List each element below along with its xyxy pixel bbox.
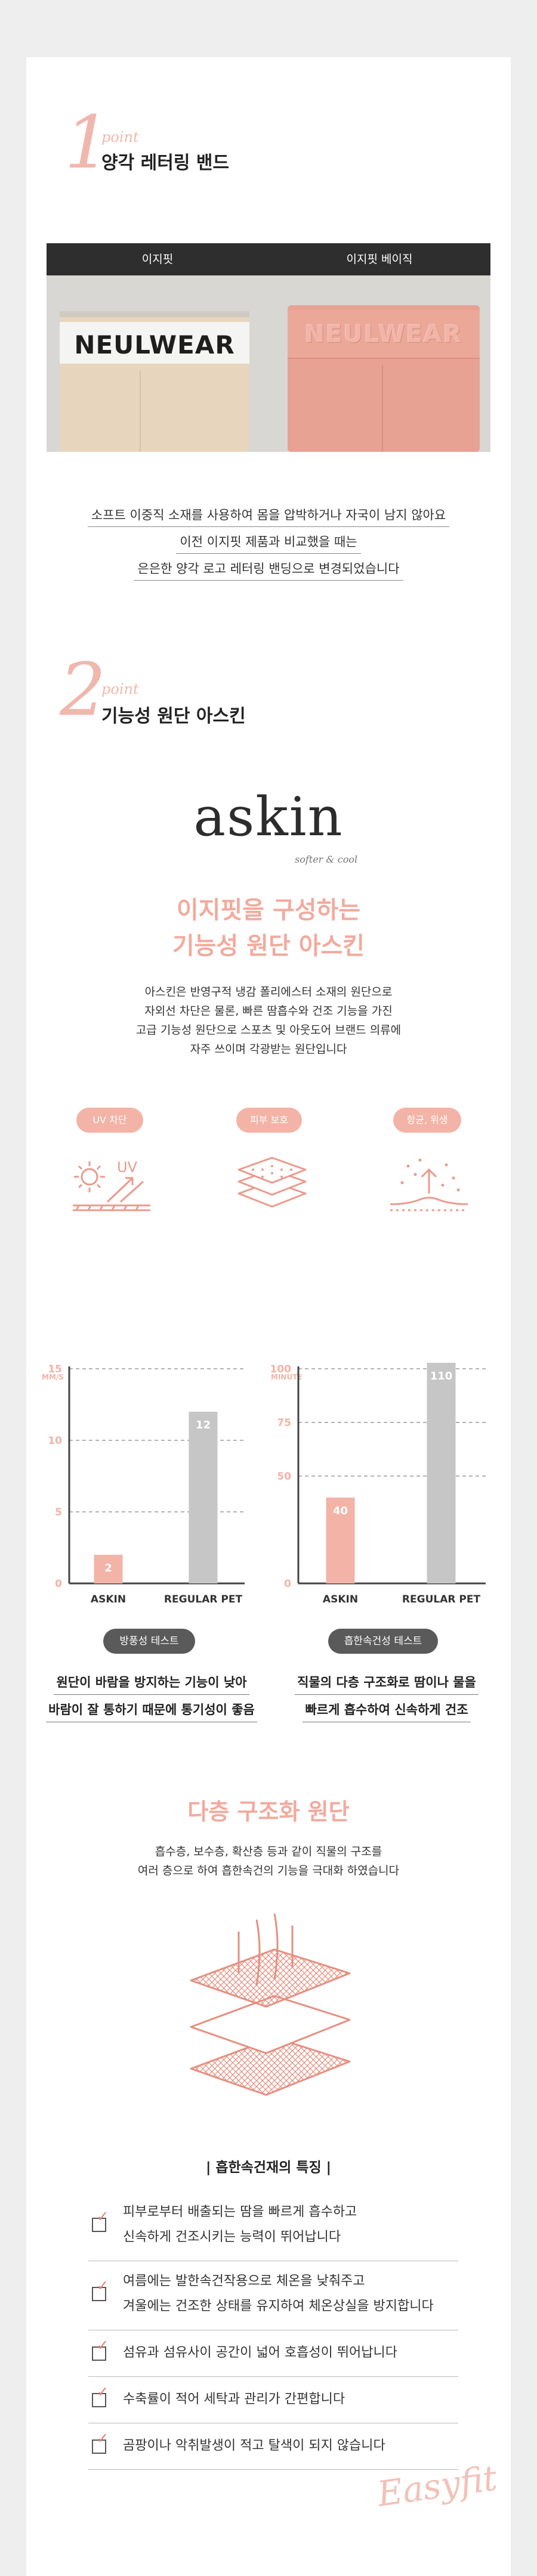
point1-desc-line2: 이전 이지핏 제품과 비교했을 때는 [26,532,511,554]
product-detail-page: 1 point 양각 레터링 밴드 이지핏 이지핏 베이직 NEULWEAR N… [26,57,511,2576]
quick-dry-chart: MINUTE 0 50 75 100 40 ASKIN 110 REGULAR PET [270,1363,486,1605]
windproof-caption-line1: 원단이 바람을 방지하는 기능이 낮아 [32,1673,271,1695]
x-tick-label: REGULAR PET [402,1594,481,1605]
quick-dry-caption-line1: 직물의 다층 구조화로 땀이나 물을 [267,1673,506,1695]
point2-word: point [101,681,139,698]
x-tick-label: ASKIN [323,1594,358,1605]
y-tick-label: 50 [277,1471,291,1483]
bar-regular-pet [189,1412,218,1583]
feature-item: ✓ 곰팡이나 악취발생이 적고 탈색이 되지 않습니다 [88,2423,458,2470]
pink-waistband: NEULWEAR [288,310,480,359]
y-tick-label: 10 [48,1435,62,1447]
white-waistband: NEULWEAR [60,322,249,364]
checkbox-icon [92,2287,106,2301]
x-tick-label: REGULAR PET [164,1594,243,1605]
askin-heading-line1: 이지핏을 구성하는 [176,897,361,924]
feature-item: ✓ 섬유과 섬유사이 공간이 넓어 호흡성이 뛰어납니다 [88,2330,458,2377]
uv-icon-text: UV [117,1159,138,1176]
y-tick-label: 0 [55,1578,62,1590]
y-tick-label: 100 [270,1363,292,1375]
bar-regular-pet [427,1363,456,1583]
checkbox-icon [92,2346,106,2361]
y-tick-label: 5 [55,1506,62,1518]
y-tick-label: 75 [277,1417,291,1429]
antibacterial-icon [390,1158,468,1211]
bar-value-label: 12 [196,1419,211,1431]
checkbox-icon [92,2218,106,2232]
quick-dry-caption-line2: 빠르게 흡수하여 신속하게 건조 [267,1700,506,1722]
point1-desc-line3: 은은한 양각 로고 레터링 밴딩으로 변경되었습니다 [26,559,511,581]
layered-fabric-icon [237,1157,307,1208]
skin-protect-badge: 피부 보호 [236,1108,302,1133]
uv-shield-icon: UV [73,1159,150,1211]
askin-desc-line4: 자주 쓰이며 각광받는 원단입니다 [190,1043,347,1056]
feature-item: ✓ 피부로부터 배출되는 땀을 빠르게 흡수하고 신속하게 건조시키는 능력이 … [88,2191,458,2261]
uv-block-badge: UV 차단 [76,1108,143,1133]
checkbox-icon [92,2439,106,2454]
antibacterial-badge: 항균, 위생 [393,1108,461,1133]
features-list-title: | 흡한속건재의 특징 | [205,2160,332,2175]
multilayer-desc-line2: 여러 층으로 하여 흡한속건의 기능을 극대화 하였습니다 [137,1864,400,1877]
askin-desc-line1: 아스킨은 반영구적 냉감 폴리에스터 소재의 원단으로 [144,985,393,999]
askin-desc-line3: 고급 기능성 원단으로 스포츠 및 아웃도어 브랜드 의류에 [135,1024,402,1037]
comparison-label-right: 이지핏 베이직 [346,253,413,266]
checkbox-icon [92,2393,106,2407]
y-tick-label: 15 [48,1363,62,1375]
waistband-logo-right: NEULWEAR [304,321,463,348]
check-icon: ✓ [97,2277,109,2294]
windproof-chart: MM/S 0 5 10 15 2 ASKIN 12 REGULAR PET [42,1363,245,1605]
bar-value-label: 2 [104,1562,112,1574]
check-icon: ✓ [97,2208,109,2225]
comparison-label-left: 이지핏 [141,253,174,266]
check-icon: ✓ [97,2383,109,2400]
askin-heading-line2: 기능성 원단 아스킨 [172,932,365,960]
point1-desc-line1: 소프트 이중직 소재를 사용하여 몸을 압박하거나 자국이 남지 않아요 [26,506,511,527]
y-axis-label: MINUTE [271,1373,303,1381]
askin-desc-line2: 자외선 차단은 물론, 빠른 땀흡수와 건조 기능을 가진 [144,1005,393,1018]
point2-number: 2 [60,647,106,732]
check-icon: ✓ [97,2430,109,2447]
quick-dry-test-label: 흡한속건성 테스트 [328,1629,438,1654]
check-icon: ✓ [97,2337,109,2354]
point2-title: 기능성 원단 아스킨 [101,706,246,727]
bar-value-label: 110 [430,1370,453,1382]
waistband-logo-left: NEULWEAR [74,330,235,359]
point1-number: 1 [64,100,111,185]
windproof-caption-line2: 바람이 잘 통하기 때문에 통기성이 좋음 [32,1700,271,1722]
multilayer-heading: 다층 구조화 원단 [187,1799,350,1825]
comparison-header: 이지핏 이지핏 베이직 [47,243,490,275]
point1-title: 양각 레터링 밴드 [101,153,230,173]
feature-item: ✓ 여름에는 발한속건작용으로 체온을 낮춰주고 겨울에는 건조한 상태를 유지… [88,2261,458,2330]
windproof-test-label: 방풍성 테스트 [103,1629,195,1654]
bar-askin [94,1555,123,1583]
askin-tagline: softer & cool [295,854,358,865]
askin-logo: askin [193,786,344,848]
x-tick-label: ASKIN [91,1594,126,1605]
y-tick-label: 0 [284,1578,291,1590]
comparison-photo: 이지핏 이지핏 베이직 NEULWEAR NEULWEAR [47,243,490,452]
photo-background: NEULWEAR NEULWEAR [47,275,490,452]
bar-value-label: 40 [333,1505,348,1517]
bar-askin [326,1498,355,1583]
multilayer-desc-line1: 흡수층, 보수층, 확산층 등과 같이 직물의 구조를 [155,1845,382,1858]
feature-item: ✓ 수축률이 적어 세탁과 관리가 간편합니다 [88,2376,458,2423]
y-axis-label: MM/S [42,1373,64,1381]
point1-word: point [101,129,139,145]
multilayer-fabric-icon [190,1913,351,2096]
